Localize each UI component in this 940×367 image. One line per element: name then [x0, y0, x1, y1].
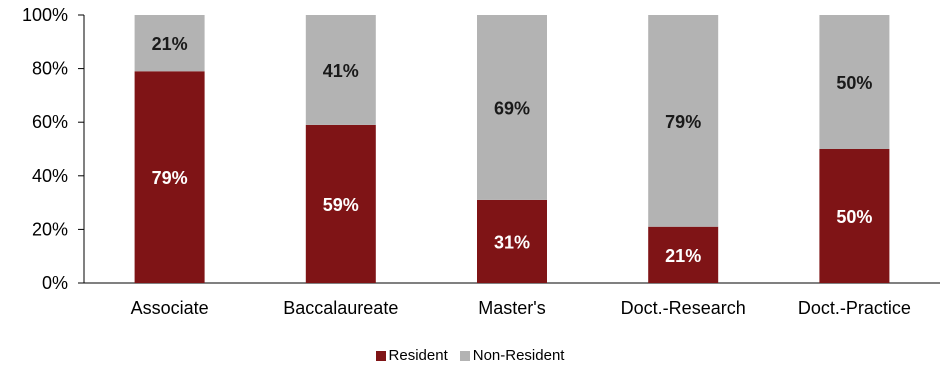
legend-swatch-resident	[375, 350, 386, 361]
bar-non-resident	[134, 15, 205, 72]
category-label: Master's	[478, 298, 545, 318]
bar-resident	[134, 71, 205, 283]
data-label-non-resident: 21%	[152, 34, 188, 54]
legend-item-non-resident: Non-Resident	[459, 347, 565, 364]
data-label-non-resident: 50%	[836, 73, 872, 93]
stacked-bar-chart: 0% 20% 40% 60% 80% 100% 79% 21% 59% 41% 31% 69% 21%…	[22, 5, 940, 318]
bar-resident	[648, 226, 719, 283]
legend: Resident Non-Resident	[0, 347, 940, 364]
bar-resident	[477, 199, 547, 283]
data-label-resident: 31%	[494, 232, 530, 252]
bar-non-resident	[819, 15, 890, 149]
legend-label-non-resident: Non-Resident	[472, 347, 565, 364]
bar-resident	[305, 124, 376, 283]
data-label-non-resident: 79%	[665, 112, 701, 132]
bar-non-resident	[477, 15, 547, 200]
data-label-resident: 79%	[152, 168, 188, 188]
data-label-resident: 21%	[665, 246, 701, 266]
legend-label-resident: Resident	[388, 347, 448, 364]
bar-non-resident	[648, 15, 719, 227]
data-label-resident: 50%	[836, 207, 872, 227]
category-label: Associate	[131, 298, 209, 318]
y-tick-label: 60%	[32, 112, 68, 132]
category-labels: Associate Baccalaureate Master's Doct.-Rese…	[131, 298, 911, 318]
legend-swatch-non-resident	[459, 350, 470, 361]
y-tick-label: 100%	[22, 5, 68, 25]
data-label-non-resident: 41%	[323, 61, 359, 81]
bars: 79% 21% 59% 41% 31% 69% 21% 79% 50% 50%	[134, 15, 890, 283]
legend-item-resident: Resident	[375, 347, 448, 364]
data-label-resident: 59%	[323, 195, 359, 215]
y-tick-label: 20%	[32, 219, 68, 239]
category-label: Baccalaureate	[283, 298, 398, 318]
category-label: Doct.-Practice	[798, 298, 911, 318]
category-label: Doct.-Research	[621, 298, 746, 318]
bar-non-resident	[305, 15, 376, 125]
y-tick-labels: 0% 20% 40% 60% 80% 100%	[22, 5, 84, 293]
bar-resident	[819, 149, 890, 283]
data-label-non-resident: 69%	[494, 98, 530, 118]
y-tick-label: 0%	[42, 273, 68, 293]
y-tick-label: 40%	[32, 166, 68, 186]
y-tick-label: 80%	[32, 59, 68, 79]
